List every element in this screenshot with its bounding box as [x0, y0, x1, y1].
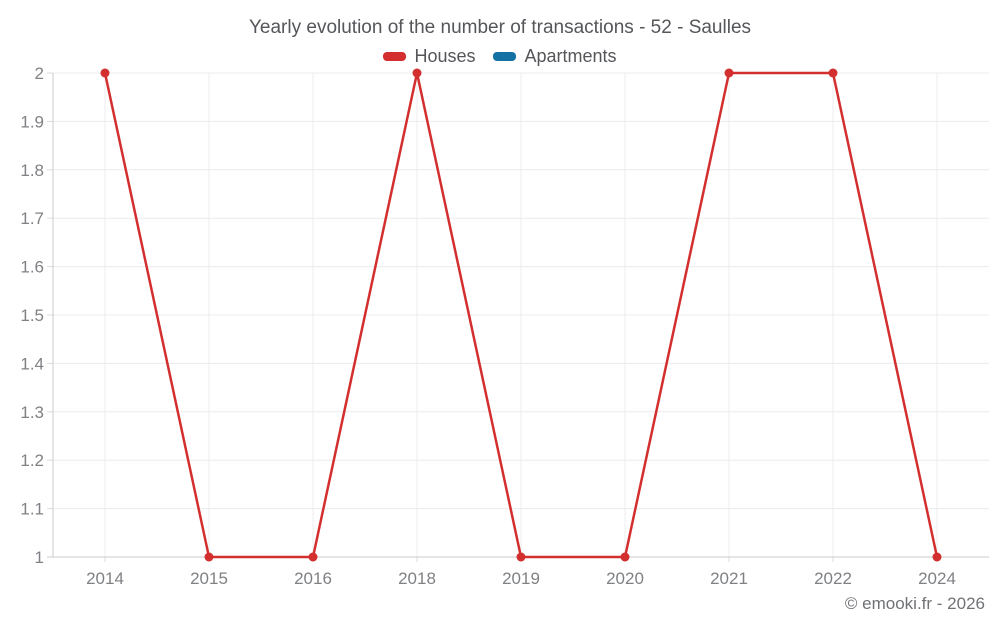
apartments-legend-swatch-icon — [493, 52, 517, 61]
x-tick-label: 2015 — [190, 569, 228, 588]
legend-label-apartments: Apartments — [524, 46, 617, 66]
y-tick-label: 1.4 — [20, 354, 44, 373]
houses-data-point[interactable] — [100, 68, 110, 78]
footer-credit: © emooki.fr - 2026 — [844, 594, 985, 613]
houses-legend-swatch-icon — [383, 52, 407, 61]
legend: Houses Apartments — [0, 46, 1000, 67]
houses-data-point[interactable] — [412, 68, 422, 78]
y-tick-label: 1.8 — [20, 161, 44, 180]
houses-data-point[interactable] — [724, 68, 734, 78]
y-tick-label: 1.7 — [20, 209, 44, 228]
y-tick-label: 1.5 — [20, 306, 44, 325]
houses-data-point[interactable] — [620, 552, 630, 562]
x-tick-label: 2021 — [710, 569, 748, 588]
x-tick-label: 2022 — [814, 569, 852, 588]
legend-item-apartments[interactable]: Apartments — [493, 46, 617, 67]
houses-data-point[interactable] — [204, 552, 214, 562]
houses-data-point[interactable] — [516, 552, 526, 562]
y-tick-label: 1.6 — [20, 258, 44, 277]
y-tick-label: 1 — [35, 548, 44, 567]
houses-data-point[interactable] — [308, 552, 318, 562]
legend-label-houses: Houses — [414, 46, 476, 66]
y-tick-label: 1.2 — [20, 451, 44, 470]
chart-title: Yearly evolution of the number of transa… — [248, 17, 752, 38]
x-tick-label: 2020 — [606, 569, 644, 588]
y-tick-label: 1.9 — [20, 112, 44, 131]
x-tick-label: 2014 — [86, 569, 124, 588]
y-tick-label: 1.1 — [20, 500, 44, 519]
y-tick-label: 2 — [35, 64, 44, 83]
x-tick-label: 2016 — [294, 569, 332, 588]
houses-data-point[interactable] — [828, 68, 838, 78]
legend-item-houses[interactable]: Houses — [383, 46, 475, 67]
houses-data-point[interactable] — [932, 552, 942, 562]
x-tick-label: 2019 — [502, 569, 540, 588]
y-tick-label: 1.3 — [20, 403, 44, 422]
x-tick-label: 2018 — [398, 569, 436, 588]
x-tick-label: 2024 — [918, 569, 956, 588]
